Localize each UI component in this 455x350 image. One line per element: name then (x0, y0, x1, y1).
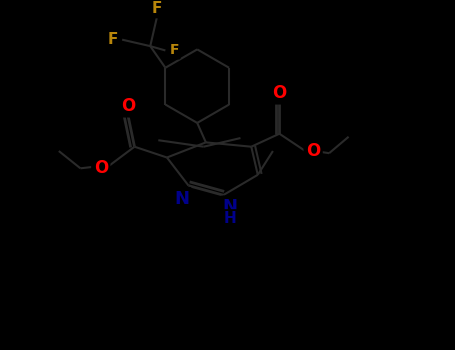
Text: H: H (223, 211, 236, 226)
Text: F: F (107, 32, 118, 47)
Text: O: O (272, 84, 287, 102)
Text: F: F (152, 1, 162, 16)
Text: O: O (306, 142, 320, 160)
Text: O: O (94, 159, 108, 177)
Text: N: N (175, 190, 190, 208)
Text: F: F (169, 43, 179, 57)
Text: N: N (222, 198, 237, 216)
Text: O: O (121, 97, 135, 115)
